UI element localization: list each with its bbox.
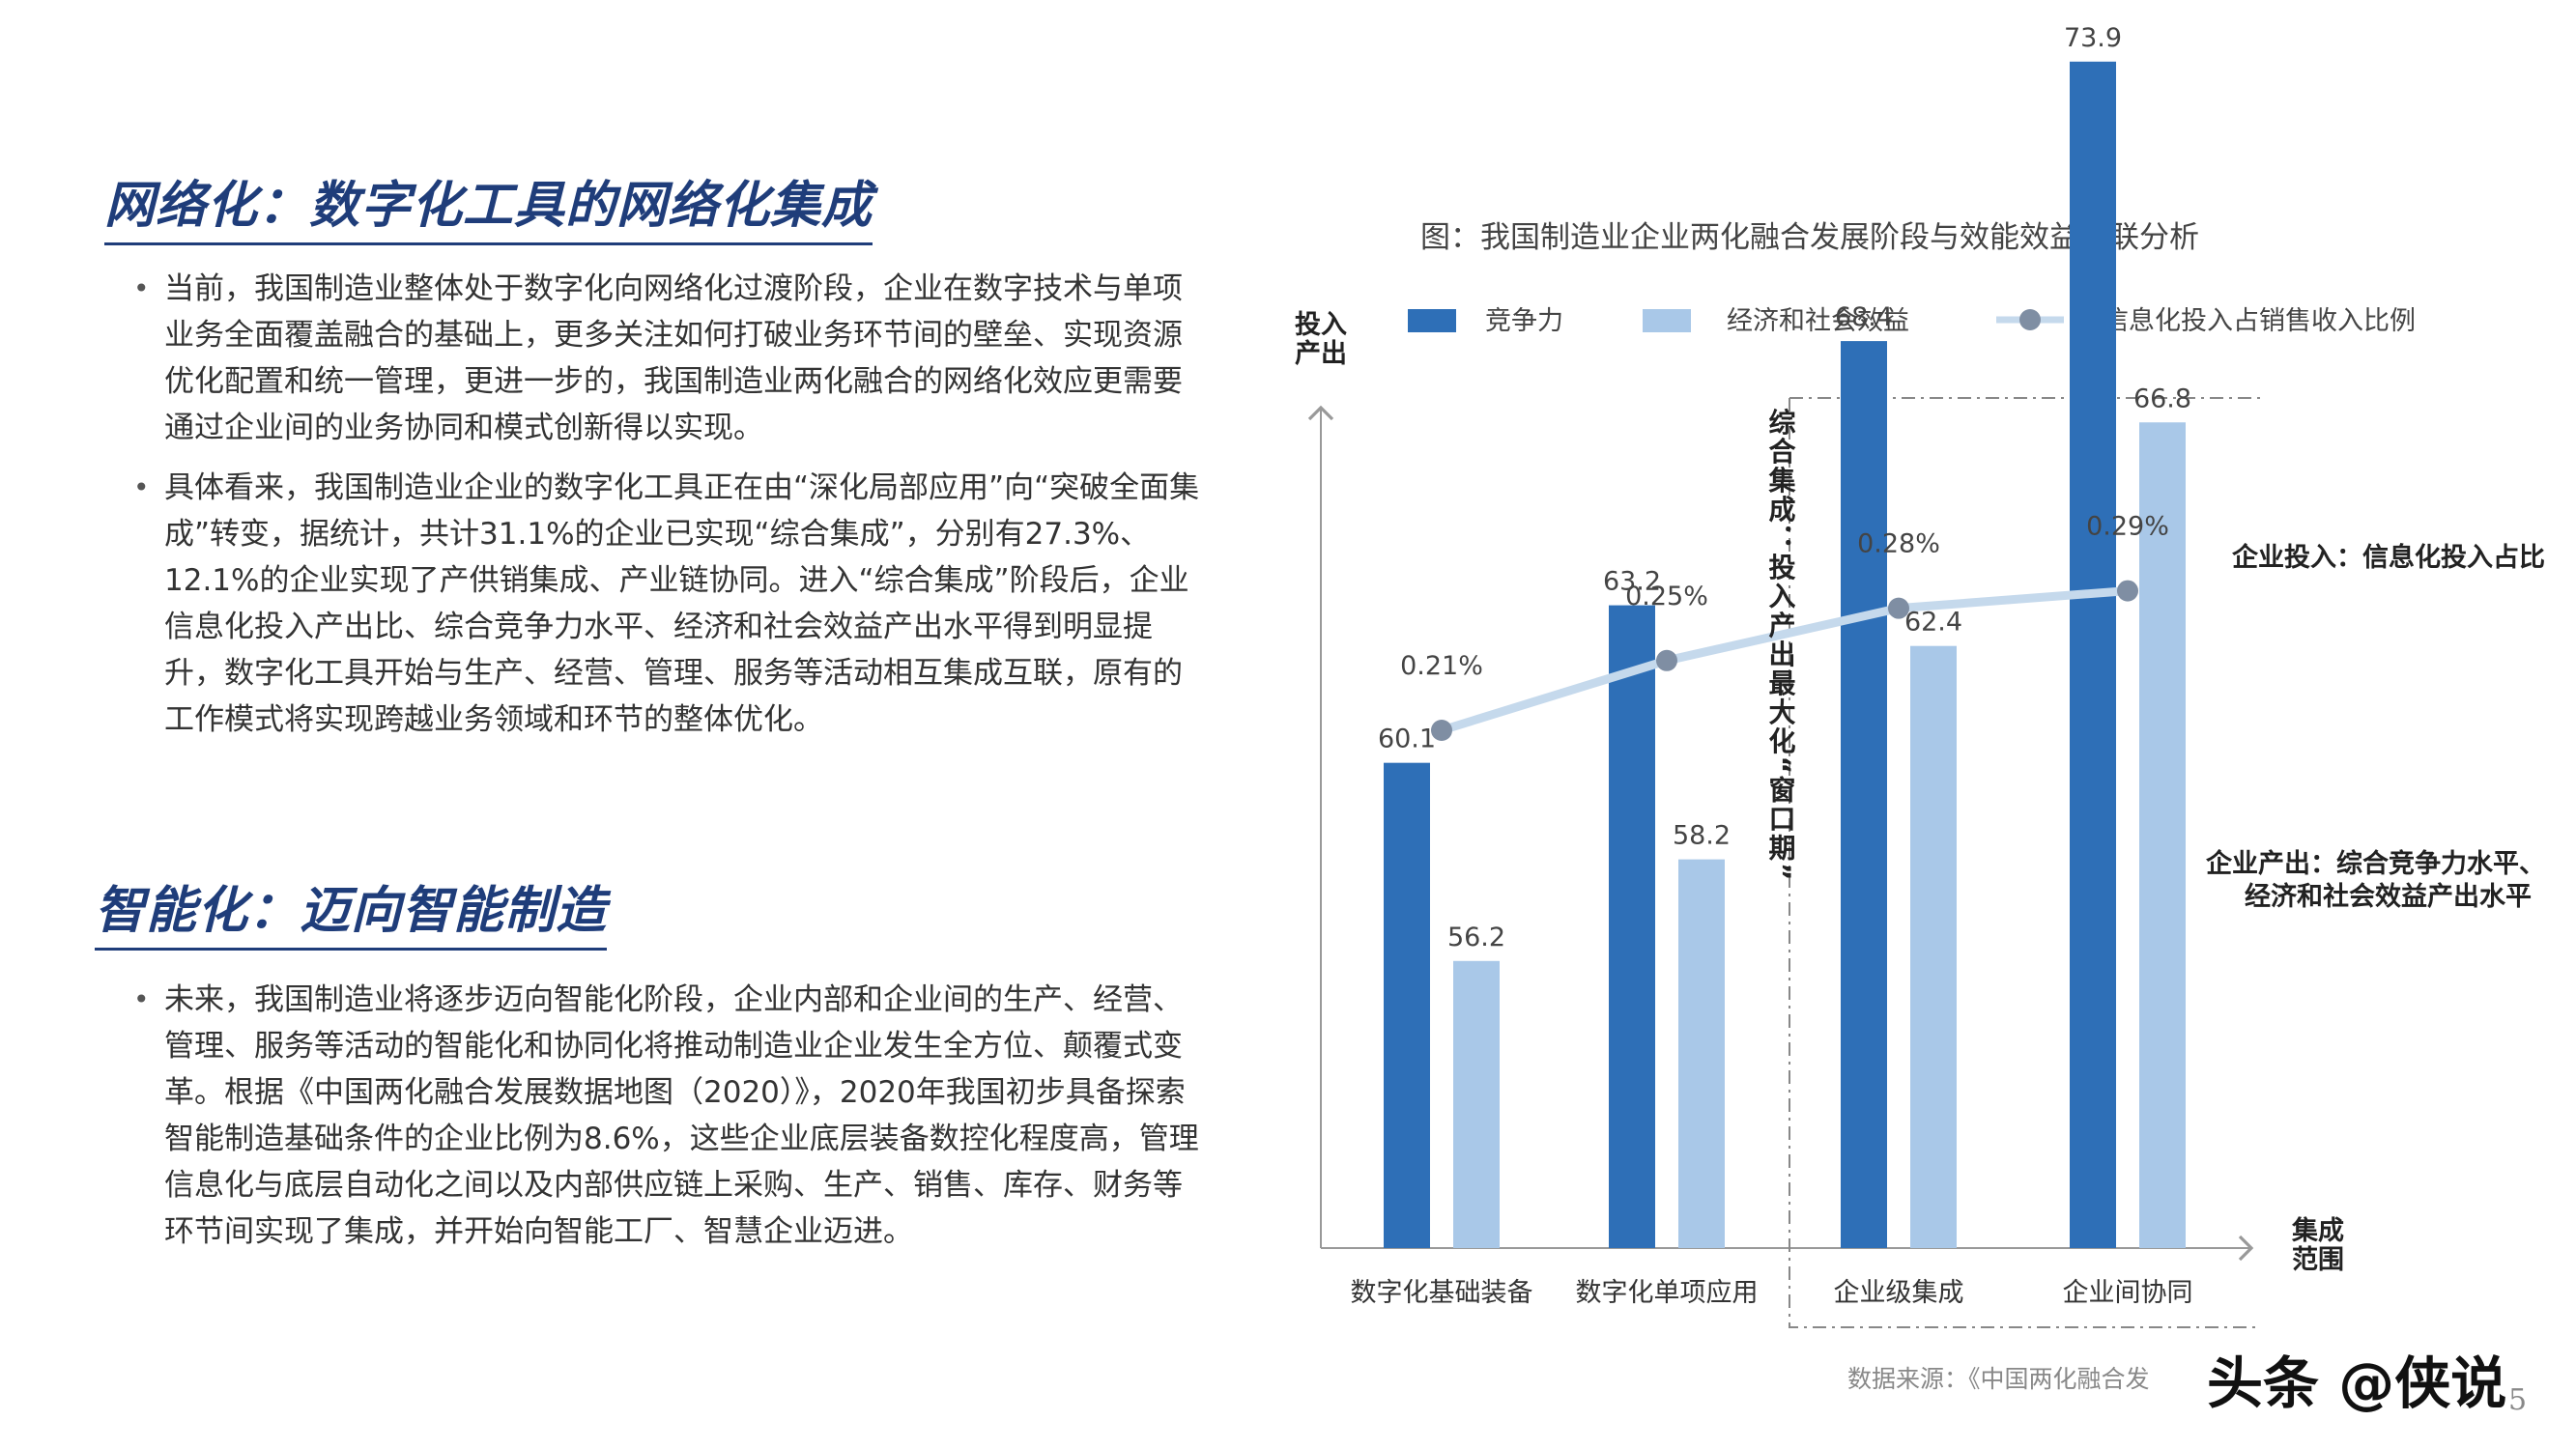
bar-value-label: 68.4 [1835,302,1893,332]
legend-swatch-competitiveness [1408,309,1456,332]
bar-benefit [2139,422,2186,1248]
bars-layer [1384,61,2186,1249]
output-annotation: 企业产出：综合竞争力水平、 [2206,848,2545,879]
bullet-item: 具体看来，我国制造业企业的数字化工具正在由“深化局部应用”向“突破全面集成”转变… [106,465,1208,743]
bullet-item: 当前，我国制造业整体处于数字化向网络化过渡阶段，企业在数字技术与单项业务全面覆盖… [106,266,1208,451]
x-tick-label: 企业级集成 [1834,1278,1964,1308]
y-axis-label: 投入 [1295,310,1347,340]
page-number: 5 [2508,1383,2528,1417]
chart-title: 图：我国制造业企业两化融合发展阶段与效能效益关联分析 [1420,220,2199,255]
bar-competitiveness [2070,61,2116,1248]
x-tick-label: 数字化单项应用 [1576,1278,1759,1308]
line-investment-ratio [1437,586,2132,735]
legend-swatch-benefit [1643,309,1691,332]
bar-benefit [1678,859,1725,1248]
line-value-label: 0.25% [1625,582,1708,611]
bullet-item: 未来，我国制造业将逐步迈向智能化阶段，企业内部和企业间的生产、经营、管理、服务等… [106,977,1208,1255]
bar-value-label: 63.2 [1603,567,1661,597]
bar-competitiveness [1384,762,1430,1248]
section-title-networking: 网络化：数字化工具的网络化集成 [104,164,873,245]
bar-value-label: 60.1 [1378,724,1436,754]
y-axis-label: 产出 [1295,339,1347,369]
bar-value-label: 73.9 [2064,23,2122,53]
line-point [1656,649,1677,671]
line-value-label: 0.28% [1857,529,1940,559]
line-value-label: 0.21% [1400,651,1483,681]
intelligent-bullet-list: 未来，我国制造业将逐步迈向智能化阶段，企业内部和企业间的生产、经营、管理、服务等… [106,977,1208,1268]
x-axis-label: 集成 [2291,1215,2344,1246]
legend-label-benefit: 经济和社会效益 [1727,306,1909,336]
legend-label-competitiveness: 竞争力 [1485,306,1563,336]
x-axis-label: 范围 [2292,1245,2344,1275]
line-value-label: 0.29% [2086,512,2169,542]
legend: 竞争力 经济和社会效益 信息化投入占销售收入比例 [1408,306,2416,336]
bar-value-label: 62.4 [1904,608,1962,638]
bar-competitiveness [1609,605,1655,1248]
x-tick-label: 数字化基础装备 [1351,1278,1533,1308]
legend-marker-investment [2019,309,2041,330]
legend-label-investment: 信息化投入占销售收入比例 [2103,306,2416,336]
line-point [1888,597,1909,619]
section-title-intelligent: 智能化：迈向智能制造 [95,869,608,951]
line-point [2117,580,2138,602]
bar-value-label: 56.2 [1447,923,1505,952]
bar-value-label: 66.8 [2133,384,2191,413]
input-annotation: 企业投入：信息化投入占比 [2232,542,2545,573]
window-dashed-box [1789,397,2261,1328]
networking-bullet-list: 当前，我国制造业整体处于数字化向网络化过渡阶段，企业在数字技术与单项业务全面覆盖… [106,266,1208,756]
line-point [1431,720,1452,741]
watermark: 头条 @侠说 [2207,1350,2507,1416]
bar-benefit [1453,960,1500,1248]
line-layer: 0.21% 0.25% 0.28% 0.29% [1400,512,2169,741]
output-annotation: 经济和社会效益产出水平 [2245,881,2532,912]
source-note: 数据来源：《中国两化融合发 [1847,1365,2150,1393]
window-annotation: 综合集成：投入产出最大化“窗口期” [1765,407,1797,882]
bar-competitiveness [1841,341,1887,1249]
x-tick-label: 企业间协同 [2063,1278,2193,1308]
labels-layer: 60.1 56.2 数字化基础装备 63.2 58.2 数字化单项应用 68.4 62.4 企业… [1351,23,2193,1308]
bar-value-label: 58.2 [1673,821,1731,851]
bar-benefit [1910,645,1957,1248]
